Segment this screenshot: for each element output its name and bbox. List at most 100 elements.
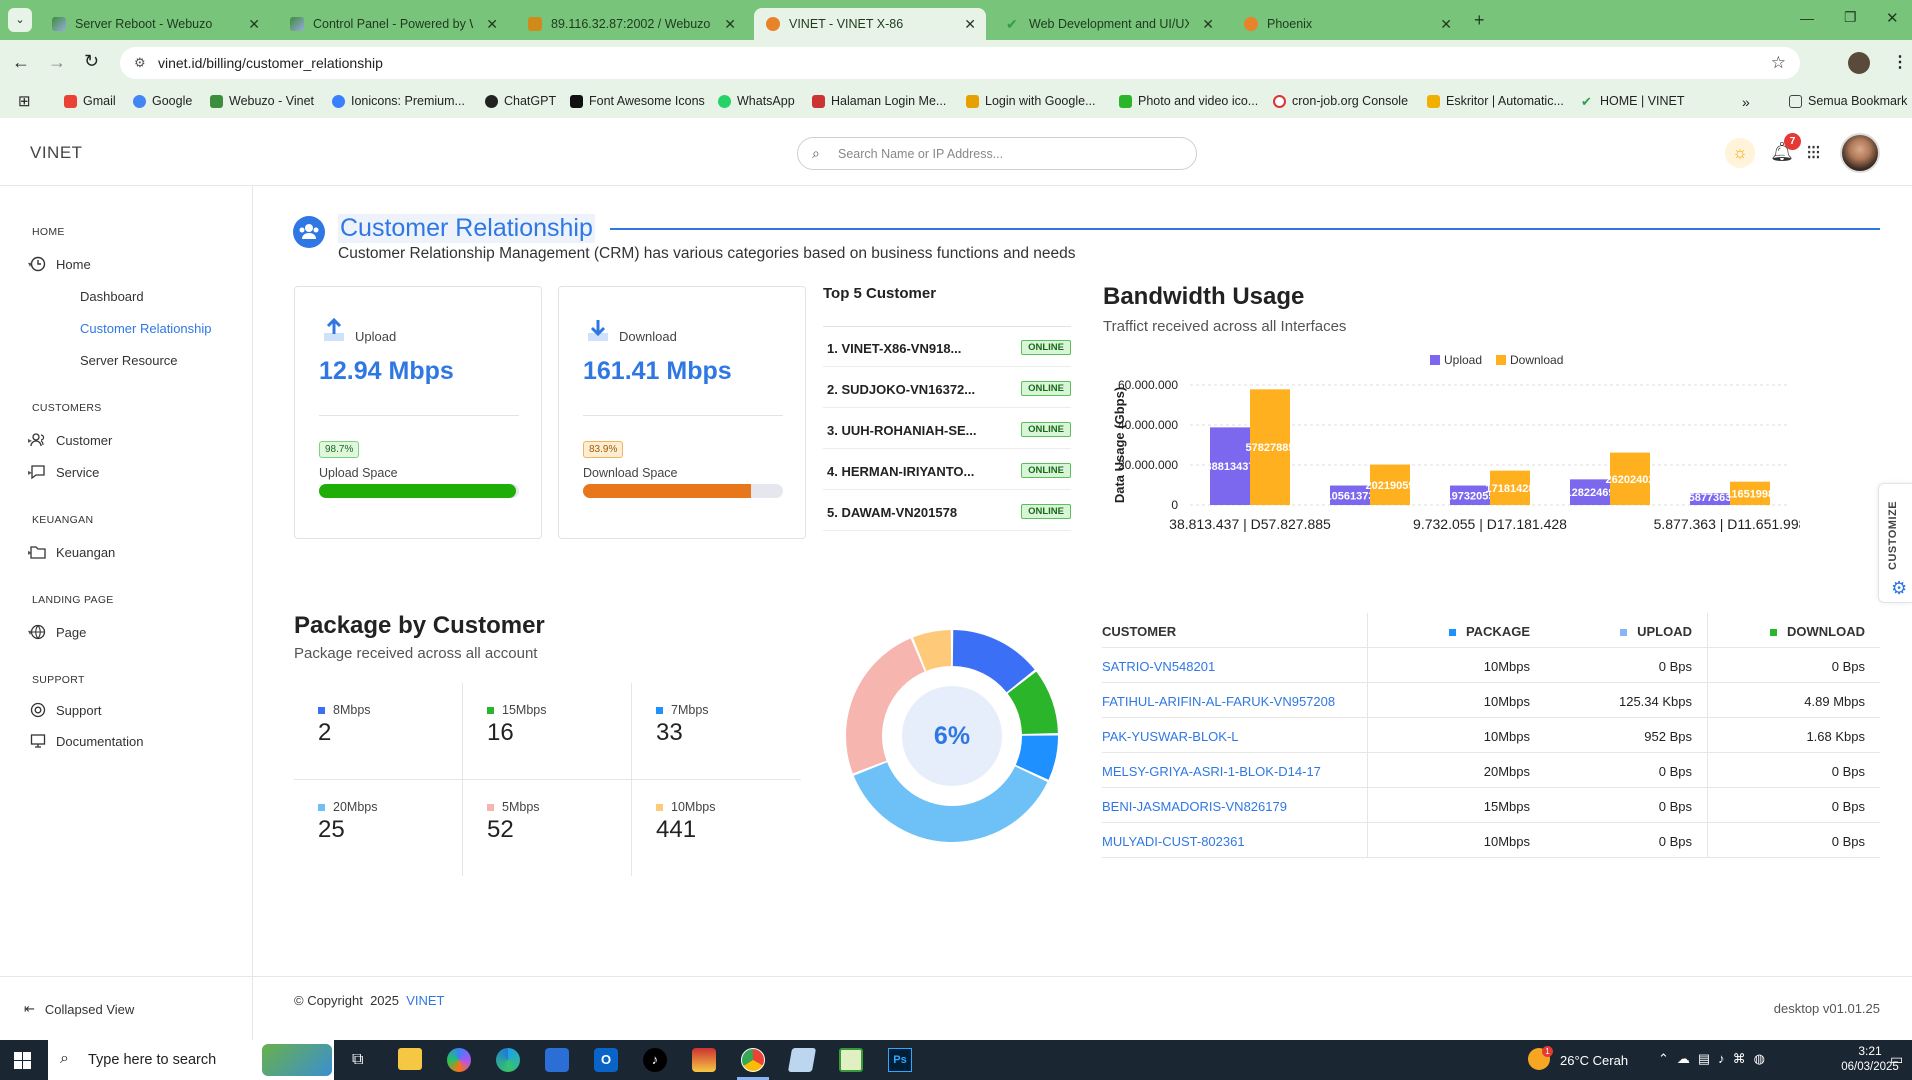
bookmark-label: Font Awesome Icons — [589, 94, 705, 108]
chrome-icon[interactable] — [741, 1048, 765, 1072]
bookmark-login-google[interactable]: Login with Google... — [966, 94, 1096, 108]
tab-control-panel[interactable]: Control Panel - Powered by Webuzo ✕ — [278, 8, 508, 40]
window-close-icon[interactable]: ✕ — [1886, 10, 1899, 27]
collapsed-view-button[interactable]: ⇤ Collapsed View — [24, 1001, 134, 1017]
app-logo[interactable]: VINET — [30, 143, 83, 162]
customer-link[interactable]: PAK-YUSWAR-BLOK-L — [1102, 729, 1239, 744]
taskbar-search-box[interactable]: ⌕ Type here to search — [48, 1040, 334, 1080]
back-icon[interactable]: ← — [12, 52, 30, 72]
sidebar-item-service[interactable]: ▸ Service — [28, 464, 99, 480]
customer-link[interactable]: MELSY-GRIYA-ASRI-1-BLOK-D14-17 — [1102, 764, 1321, 779]
weather-text[interactable]: 26°C Cerah — [1560, 1053, 1629, 1068]
bookmark-chatgpt[interactable]: ChatGPT — [485, 94, 556, 108]
tab-webuzo-ip[interactable]: 89.116.32.87:2002 / Webuzo Site ✕ — [516, 8, 746, 40]
tiktok-icon[interactable]: ♪ — [643, 1048, 667, 1072]
bookmark-cron-job[interactable]: cron-job.org Console — [1273, 94, 1408, 108]
table-row: SATRIO-VN548201 10Mbps 0 Bps 0 Bps — [1102, 648, 1880, 683]
apps-grid-icon[interactable]: ⁝⁝⁝ — [1806, 142, 1821, 164]
tab-search-icon[interactable]: ⌄ — [8, 8, 32, 32]
sidebar-item-home[interactable]: ▾ Home — [28, 256, 91, 272]
bookmark-gmail[interactable]: Gmail — [64, 94, 116, 108]
forward-icon[interactable]: → — [48, 52, 66, 72]
outlook-icon[interactable]: O — [594, 1048, 618, 1072]
bookmark-whatsapp[interactable]: WhatsApp — [718, 94, 795, 108]
notepad-icon[interactable] — [787, 1048, 817, 1072]
close-icon[interactable]: ✕ — [964, 16, 976, 32]
list-item[interactable]: 2. SUDJOKO-VN16372... ONLINE — [823, 368, 1071, 408]
sidebar-item-keuangan[interactable]: ▸ Keuangan — [28, 544, 115, 560]
close-icon[interactable]: ✕ — [1202, 16, 1214, 32]
sidebar-item-server-resource[interactable]: Server Resource — [80, 353, 178, 368]
tray-icons[interactable]: ⌃☁▤♪⌘◍ — [1658, 1051, 1774, 1066]
photo-icon — [1119, 94, 1132, 108]
chevron-right-icon: ▸ — [28, 547, 33, 557]
bookmark-webuzo[interactable]: Webuzo - Vinet — [210, 94, 314, 108]
bookmark-home-vinet[interactable]: ✔ HOME | VINET — [1581, 94, 1685, 108]
bookmark-ionicons[interactable]: Ionicons: Premium... — [332, 94, 465, 108]
more-bookmarks-icon[interactable]: » — [1742, 94, 1750, 110]
reload-icon[interactable]: ↻ — [84, 51, 100, 71]
bookmark-label: ChatGPT — [504, 94, 557, 108]
bookmark-fontawesome[interactable]: Font Awesome Icons — [570, 94, 705, 108]
minimize-icon[interactable]: — — [1800, 10, 1814, 26]
search-box[interactable]: ⌕ Search Name or IP Address... — [797, 137, 1197, 170]
new-tab-icon[interactable]: + — [1474, 10, 1485, 30]
omnibox[interactable]: ⚙ vinet.id/billing/customer_relationship… — [120, 47, 1800, 79]
package-cell: 10Mbps — [1483, 729, 1530, 744]
chrome-menu-icon[interactable]: ⋮ — [1892, 54, 1908, 71]
list-item[interactable]: 5. DAWAM-VN201578 ONLINE — [823, 491, 1071, 531]
customer-link[interactable]: BENI-JASMADORIS-VN826179 — [1102, 799, 1287, 814]
close-icon[interactable]: ✕ — [1440, 16, 1452, 32]
tab-vinet[interactable]: VINET - VINET X-86 ✕ — [754, 8, 986, 40]
upload-cell: 952 Bps — [1644, 729, 1692, 744]
sidebar-item-support[interactable]: Support — [30, 702, 102, 718]
close-icon[interactable]: ✕ — [724, 16, 736, 32]
spreadsheet-icon[interactable] — [839, 1048, 863, 1072]
theme-toggle-sun-icon[interactable]: ☼ — [1725, 138, 1755, 168]
close-icon[interactable]: ✕ — [486, 16, 498, 32]
footer-brand-link[interactable]: VINET — [406, 993, 445, 1008]
edge-icon[interactable] — [496, 1048, 520, 1072]
restore-icon[interactable]: ❐ — [1844, 9, 1857, 25]
site-info-icon[interactable]: ⚙ — [134, 55, 146, 70]
bookmark-photo-video[interactable]: Photo and video ico... — [1119, 94, 1258, 108]
task-view-icon[interactable]: ⧉ — [352, 1051, 364, 1068]
copyright-year: 2025 — [370, 993, 399, 1008]
sidebar-item-dashboard[interactable]: Dashboard — [80, 289, 144, 304]
windows-start-icon[interactable] — [14, 1052, 31, 1069]
bookmark-google[interactable]: Google — [133, 94, 192, 108]
customer-link[interactable]: SATRIO-VN548201 — [1102, 659, 1216, 674]
bookmark-label: HOME | VINET — [1600, 94, 1685, 108]
customer-link[interactable]: MULYADI-CUST-802361 — [1102, 834, 1245, 849]
sidebar-item-page[interactable]: ▾ Page — [28, 624, 86, 640]
list-item[interactable]: 4. HERMAN-IRIYANTO... ONLINE — [823, 450, 1071, 490]
bookmark-eskritor[interactable]: Eskritor | Automatic... — [1427, 94, 1564, 108]
sidebar-item-customer[interactable]: ▸ Customer — [28, 432, 112, 448]
store-icon[interactable] — [545, 1048, 569, 1072]
photoshop-icon[interactable]: Ps — [888, 1048, 912, 1072]
close-icon[interactable]: ✕ — [248, 16, 260, 32]
notification-center-icon[interactable]: ▭ — [1890, 1051, 1904, 1067]
list-item[interactable]: 3. UUH-ROHANIAH-SE... ONLINE — [823, 409, 1071, 449]
file-explorer-icon[interactable] — [398, 1048, 422, 1070]
bookmark-star-icon[interactable]: ☆ — [1770, 53, 1786, 72]
app-icon[interactable] — [692, 1048, 716, 1072]
sidebar-item-customer-relationship[interactable]: Customer Relationship — [80, 321, 212, 336]
url-text[interactable]: vinet.id/billing/customer_relationship — [158, 55, 383, 71]
sidebar-item-documentation[interactable]: Documentation — [30, 733, 143, 749]
clock[interactable]: 3:21 06/03/2025 — [1840, 1044, 1900, 1073]
profile-avatar[interactable] — [1848, 52, 1870, 74]
all-bookmarks[interactable]: Semua Bookmark — [1789, 94, 1907, 108]
customize-panel-toggle[interactable]: CUSTOMIZE ⚙ — [1878, 483, 1912, 603]
bookmark-label: Eskritor | Automatic... — [1446, 94, 1564, 108]
customer-link[interactable]: FATIHUL-ARIFIN-AL-FARUK-VN957208 — [1102, 694, 1336, 709]
user-avatar[interactable] — [1840, 133, 1880, 173]
list-item[interactable]: 1. VINET-X86-VN918... ONLINE — [823, 327, 1071, 367]
bookmark-halaman-login[interactable]: Halaman Login Me... — [812, 94, 946, 108]
package-stat-8mbps: 8Mbps 2 — [294, 683, 462, 779]
tab-server-reboot[interactable]: Server Reboot - Webuzo ✕ — [40, 8, 270, 40]
apps-grid-icon[interactable]: ⊞ — [18, 93, 31, 110]
copilot-icon[interactable] — [447, 1048, 471, 1072]
tab-web-dev[interactable]: ✔ Web Development and UI/UX design ✕ — [994, 8, 1224, 40]
tab-phoenix[interactable]: Phoenix ✕ — [1232, 8, 1462, 40]
